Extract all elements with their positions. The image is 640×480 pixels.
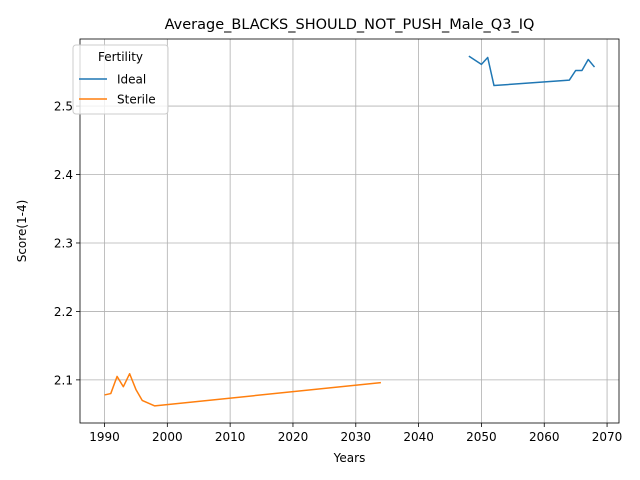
chart-title: Average_BLACKS_SHOULD_NOT_PUSH_Male_Q3_I… <box>165 17 535 33</box>
y-tick-label: 2.4 <box>54 168 73 182</box>
x-tick-label: 2060 <box>529 430 560 444</box>
x-tick-label: 2040 <box>403 430 434 444</box>
legend-label-ideal: Ideal <box>117 73 146 87</box>
y-tick-label: 2.2 <box>54 305 73 319</box>
y-tick-label: 2.5 <box>54 100 73 114</box>
series-line-ideal <box>468 55 596 87</box>
plot-frame <box>79 38 620 424</box>
x-tick-label: 2000 <box>152 430 183 444</box>
legend: Fertility Ideal Sterile <box>72 44 169 115</box>
series-lines <box>104 55 596 407</box>
y-axis-label: Score(1-4) <box>15 200 29 263</box>
y-tick-label: 2.1 <box>54 373 73 387</box>
legend-box <box>72 44 169 115</box>
x-tick-label: 2070 <box>592 430 623 444</box>
x-axis-ticks: 1990 2000 2010 2020 2030 2040 2050 2060 2070 <box>89 423 622 444</box>
x-axis-label: Years <box>333 451 366 465</box>
x-tick-label: 2020 <box>278 430 309 444</box>
legend-title: Fertility <box>98 50 143 64</box>
series-line-sterile <box>104 372 381 407</box>
x-tick-label: 1990 <box>89 430 120 444</box>
grid <box>80 39 619 423</box>
x-tick-label: 2050 <box>466 430 497 444</box>
y-axis-ticks: 2.1 2.2 2.3 2.4 2.5 <box>54 100 80 387</box>
x-tick-label: 2010 <box>215 430 246 444</box>
x-tick-label: 2030 <box>341 430 372 444</box>
legend-label-sterile: Sterile <box>117 93 156 107</box>
y-tick-label: 2.3 <box>54 236 73 250</box>
legend-entries: Ideal Sterile <box>79 73 156 107</box>
